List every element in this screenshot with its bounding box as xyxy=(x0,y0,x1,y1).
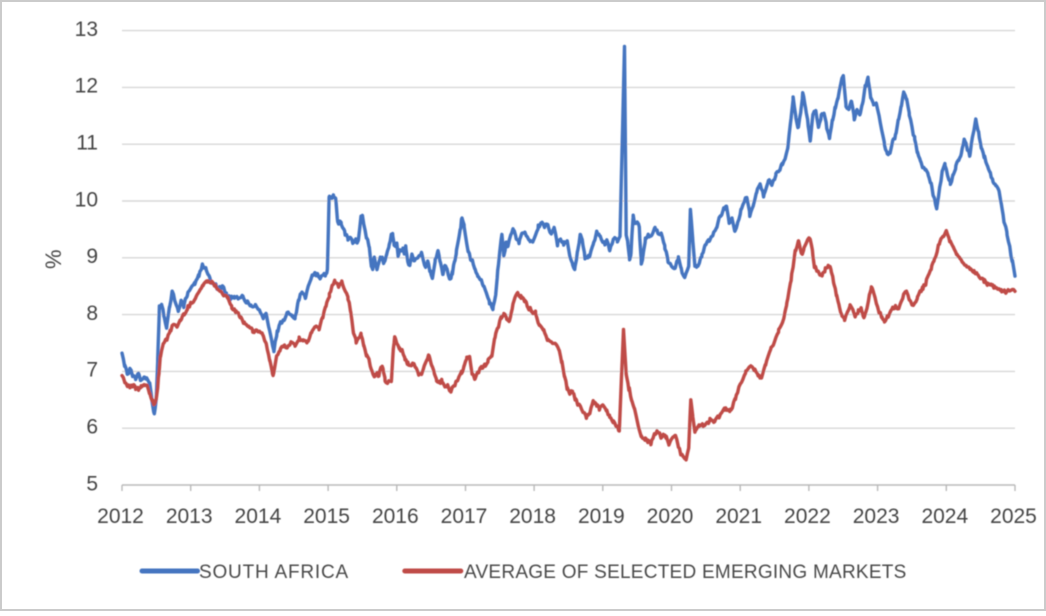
svg-text:SOUTH AFRICA: SOUTH AFRICA xyxy=(199,562,349,583)
svg-text:2013: 2013 xyxy=(166,505,213,528)
svg-text:9: 9 xyxy=(86,245,98,268)
svg-text:2024: 2024 xyxy=(921,505,968,528)
svg-text:6: 6 xyxy=(86,416,98,439)
svg-text:2019: 2019 xyxy=(578,505,625,528)
svg-text:2022: 2022 xyxy=(784,505,831,528)
svg-text:2021: 2021 xyxy=(715,505,762,528)
svg-text:8: 8 xyxy=(86,302,98,325)
svg-text:2018: 2018 xyxy=(509,505,556,528)
svg-text:10: 10 xyxy=(75,188,98,211)
svg-text:AVERAGE OF SELECTED EMERGING M: AVERAGE OF SELECTED EMERGING MARKETS xyxy=(464,562,907,583)
svg-text:13: 13 xyxy=(75,18,98,41)
svg-text:2012: 2012 xyxy=(97,505,144,528)
svg-text:12: 12 xyxy=(75,75,98,98)
svg-text:2016: 2016 xyxy=(372,505,419,528)
svg-text:2023: 2023 xyxy=(853,505,900,528)
svg-text:2015: 2015 xyxy=(303,505,350,528)
svg-text:11: 11 xyxy=(76,132,98,155)
svg-text:2017: 2017 xyxy=(441,505,488,528)
svg-text:2020: 2020 xyxy=(647,505,694,528)
svg-text:5: 5 xyxy=(86,472,98,495)
svg-text:%: % xyxy=(41,249,66,269)
svg-text:2025: 2025 xyxy=(990,505,1037,528)
svg-text:2014: 2014 xyxy=(235,505,282,528)
svg-text:7: 7 xyxy=(86,359,98,382)
